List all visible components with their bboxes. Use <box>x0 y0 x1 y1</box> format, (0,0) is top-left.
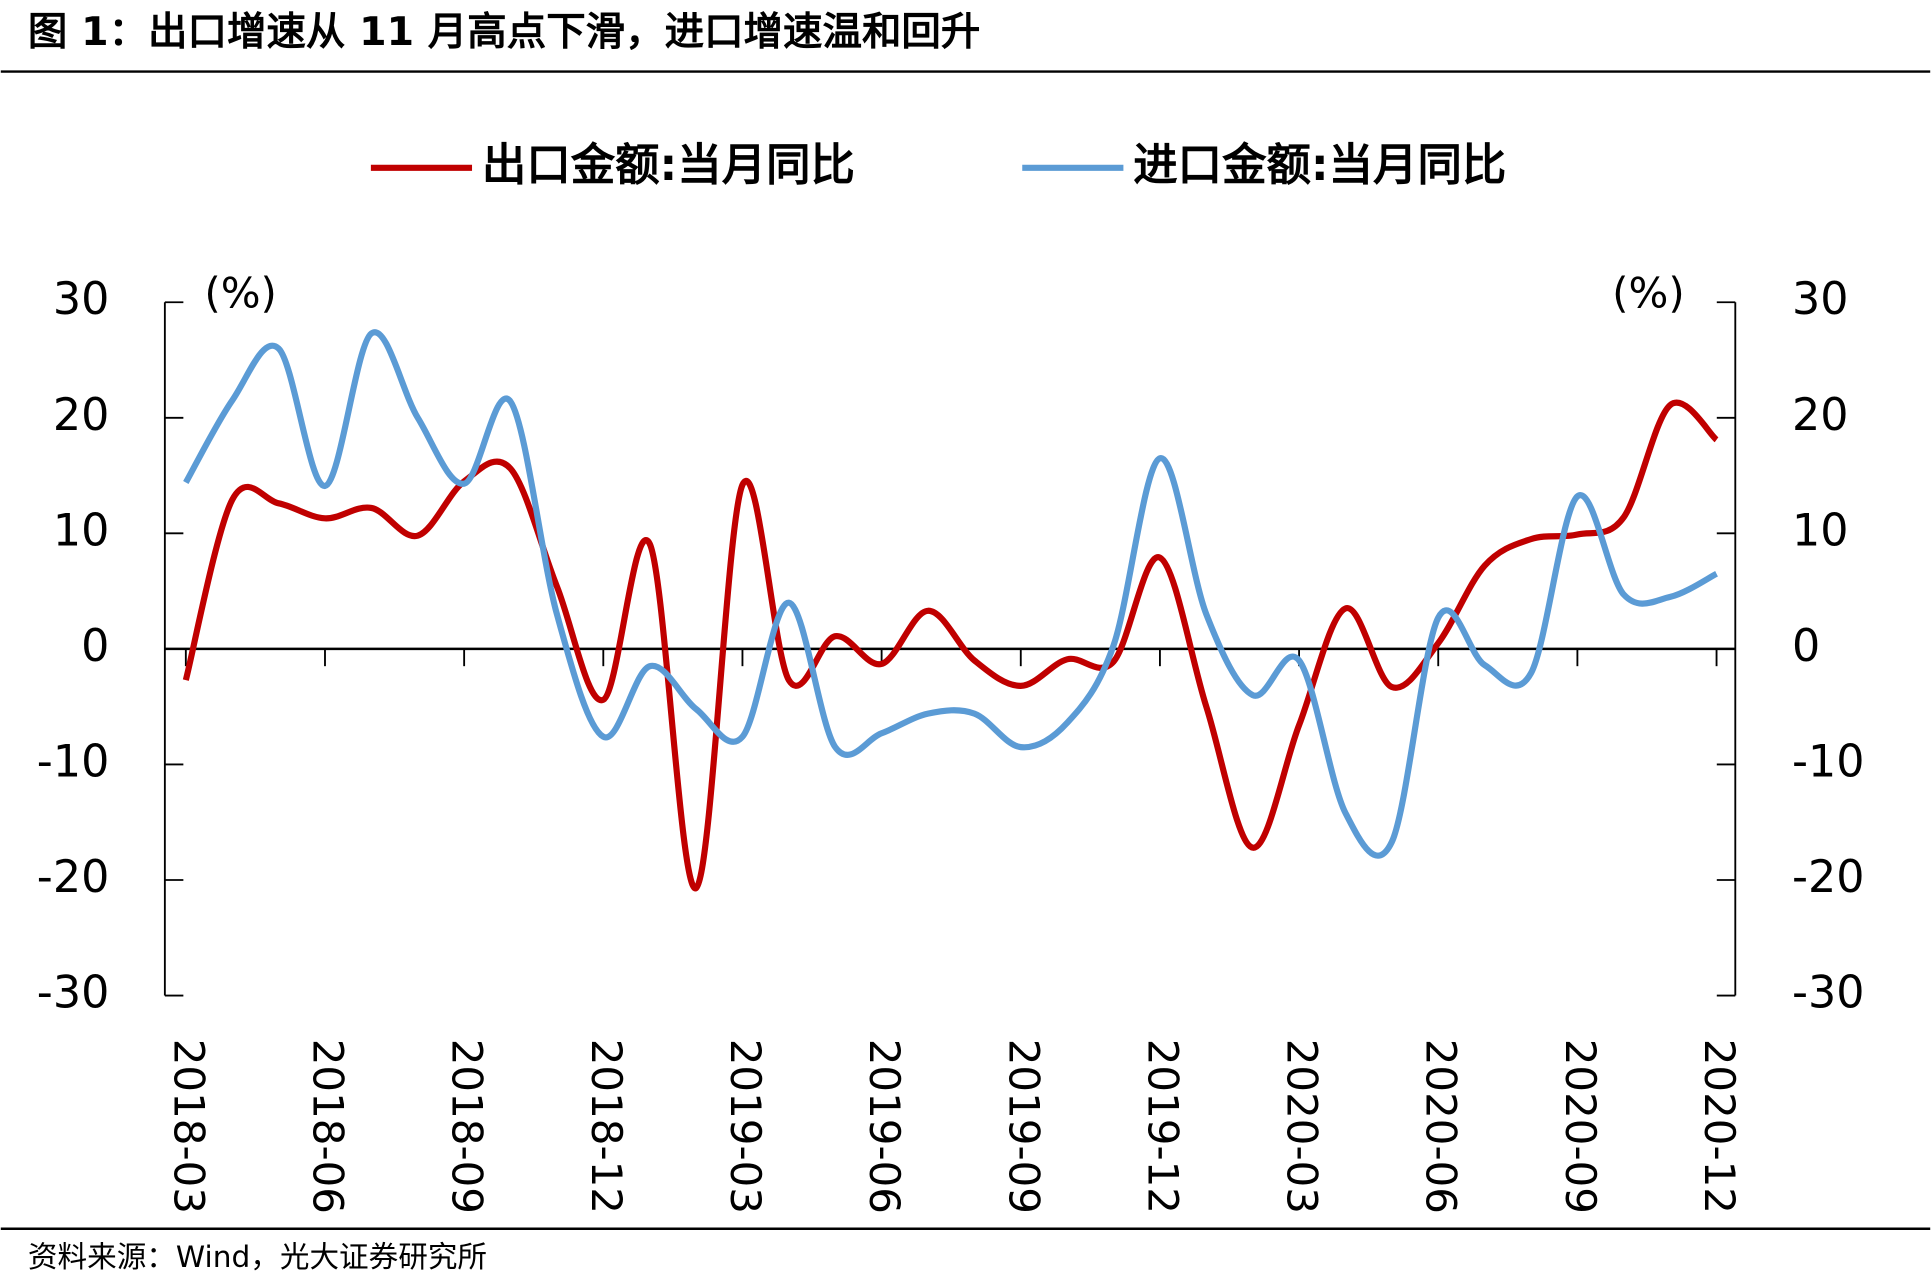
y-tick-label: -30 <box>37 968 110 1019</box>
x-tick-label: 2020-03 <box>1278 1039 1327 1214</box>
y-tick-label: 0 <box>81 621 109 672</box>
y2-tick-label: 30 <box>1792 274 1849 325</box>
legend-label: 出口金额:当月同比 <box>482 140 855 191</box>
x-tick-label: 2020-12 <box>1695 1039 1744 1214</box>
chart-title: 图 1：出口增速从 11 月高点下滑，进口增速温和回升 <box>28 9 980 55</box>
x-tick-label: 2019-06 <box>860 1039 909 1214</box>
y-tick-label: 10 <box>53 505 110 556</box>
y2-tick-label: 0 <box>1792 621 1820 672</box>
x-tick-label: 2018-09 <box>443 1039 492 1214</box>
x-tick-label: 2020-06 <box>1417 1039 1466 1214</box>
y2-tick-label: 10 <box>1792 505 1849 556</box>
x-tick-label: 2020-09 <box>1556 1039 1605 1214</box>
series-line <box>182 399 1719 892</box>
y-axis-label: (%) <box>204 269 277 318</box>
y2-tick-label: -30 <box>1792 968 1865 1019</box>
y2-tick-label: -20 <box>1792 852 1865 903</box>
y-tick-label: 30 <box>53 274 110 325</box>
x-tick-label: 2019-03 <box>721 1039 770 1214</box>
x-tick-label: 2018-12 <box>582 1039 631 1214</box>
source: 资料来源：Wind，光大证券研究所 <box>28 1240 487 1274</box>
y-tick-label: -20 <box>37 852 110 903</box>
y2-tick-label: 20 <box>1792 390 1849 441</box>
legend-label: 进口金额:当月同比 <box>1133 140 1506 191</box>
y-tick-label: -10 <box>37 736 110 787</box>
x-tick-label: 2018-03 <box>164 1039 213 1214</box>
x-tick-label: 2019-12 <box>1138 1039 1187 1214</box>
y2-tick-label: -10 <box>1792 736 1865 787</box>
x-tick-label: 2018-06 <box>303 1039 352 1214</box>
x-tick-label: 2019-09 <box>999 1039 1048 1214</box>
series-line <box>183 329 1719 859</box>
y2-axis-label: (%) <box>1612 269 1685 318</box>
y-tick-label: 20 <box>53 390 110 441</box>
